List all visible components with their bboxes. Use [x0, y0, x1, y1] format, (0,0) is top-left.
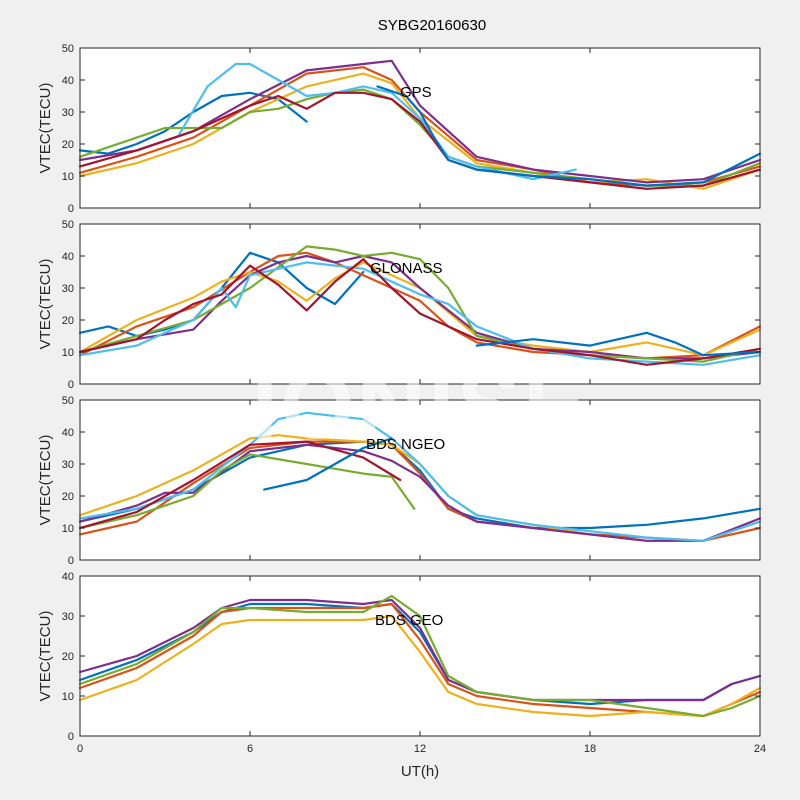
panel-1: 0 10 20 30 40 50 VTEC(TECU) GPS [37, 43, 762, 215]
series-line-3 [78, 72, 762, 190]
x-tick-label: 24 [754, 743, 766, 755]
y-axis-label: VTEC(TECU) [37, 259, 54, 350]
series-line-5 [78, 594, 762, 718]
y-tick-label: 10 [62, 171, 74, 183]
x-tick-label: 12 [414, 743, 426, 755]
y-tick-label: 20 [62, 491, 74, 503]
series-line-4 [78, 443, 762, 542]
y-tick-label: 10 [62, 523, 74, 535]
x-tick-label: 18 [584, 743, 596, 755]
y-tick-label: 50 [62, 43, 74, 55]
series-line-8 [263, 437, 393, 491]
series-line-6 [178, 62, 577, 181]
series-line-5 [78, 453, 416, 530]
panel-label: GLONASS [370, 260, 443, 277]
figure-title: SYBG20160630 [378, 17, 486, 34]
series-line-3 [78, 614, 762, 718]
y-tick-label: 40 [62, 427, 74, 439]
panel-2: 0 10 20 30 40 50 VTEC(TECU) GLONASS [37, 219, 762, 391]
series-line-7 [78, 258, 762, 366]
x-tick-label: 0 [77, 743, 83, 755]
y-tick-label: 0 [68, 555, 74, 567]
panel-4: 0 6 12 18 24 0 10 20 30 40 VTEC(TECU) BDS GEO [37, 571, 766, 755]
y-tick-label: 20 [62, 651, 74, 663]
y-tick-label: 30 [62, 283, 74, 295]
y-axis-label: VTEC(TECU) [37, 83, 54, 174]
panels: 0 10 20 30 40 50 VTEC(TECU) GPS 0 10 20 30 40 50 VTEC(… [37, 43, 766, 755]
y-tick-label: 10 [62, 691, 74, 703]
series-line-8 [475, 331, 762, 357]
y-tick-label: 50 [62, 219, 74, 231]
panel-label: BDS GEO [375, 612, 443, 629]
y-axis-label: VTEC(TECU) [37, 435, 54, 526]
y-tick-label: 40 [62, 251, 74, 263]
plot-area [80, 576, 760, 736]
y-tick-label: 40 [62, 75, 74, 87]
y-tick-label: 30 [62, 459, 74, 471]
y-tick-label: 30 [62, 611, 74, 623]
y-axis-label: VTEC(TECU) [37, 611, 54, 702]
series-line-8 [376, 85, 762, 187]
y-tick-label: 50 [62, 395, 74, 407]
series-line-5 [78, 245, 762, 363]
watermark: IONISE [251, 352, 588, 459]
x-tick-label: 6 [247, 743, 253, 755]
y-tick-label: 10 [62, 347, 74, 359]
y-tick-label: 20 [62, 139, 74, 151]
series-line-7 [78, 91, 762, 190]
y-tick-label: 40 [62, 571, 74, 583]
y-tick-label: 20 [62, 315, 74, 327]
series-line-7 [78, 440, 402, 530]
panel-label: BDS NGEO [366, 436, 445, 453]
y-tick-label: 0 [68, 203, 74, 215]
panel-3: 0 10 20 30 40 50 VTEC(TECU) BDS NGEO [37, 395, 762, 567]
y-tick-label: 30 [62, 107, 74, 119]
y-tick-label: 0 [68, 379, 74, 391]
x-axis-label: UT(h) [401, 763, 439, 780]
y-tick-label: 0 [68, 731, 74, 743]
panel-label: GPS [400, 84, 432, 101]
